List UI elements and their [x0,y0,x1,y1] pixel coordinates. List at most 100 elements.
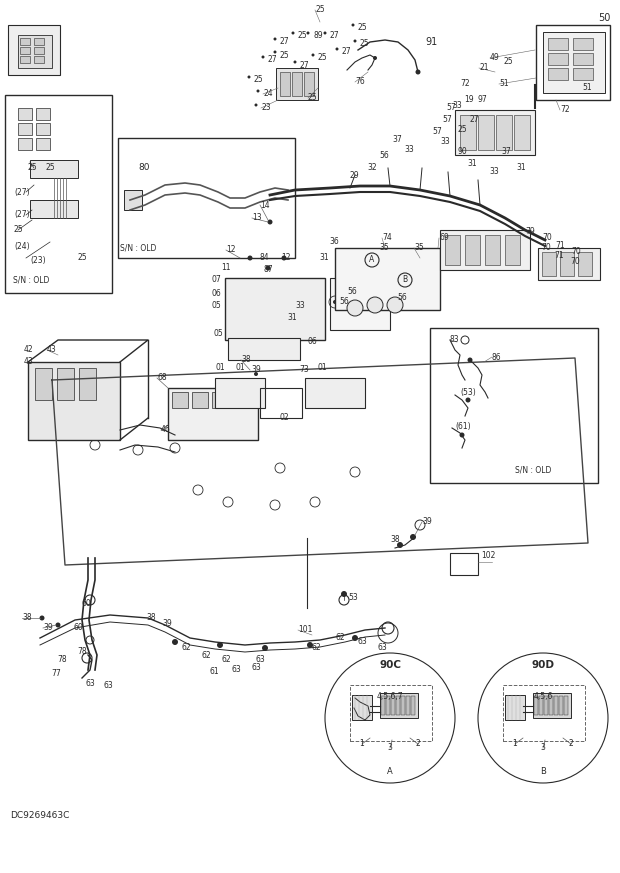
Circle shape [397,542,403,548]
Text: 87: 87 [263,265,273,274]
Bar [18,123,32,135]
Text: 62: 62 [311,643,321,652]
Text: 90D: 90D [531,660,554,670]
Circle shape [333,300,337,304]
Circle shape [311,53,314,57]
Bar [352,695,372,720]
Circle shape [262,645,268,651]
Text: 72: 72 [560,106,570,114]
Text: 12: 12 [226,245,236,255]
Text: 33: 33 [489,168,498,176]
Text: 78: 78 [77,647,87,656]
Circle shape [254,104,257,107]
Text: 32: 32 [367,163,376,173]
Text: (53): (53) [460,388,476,397]
Text: 27: 27 [330,31,340,40]
Circle shape [354,296,358,300]
Text: 01: 01 [317,362,327,372]
Circle shape [254,372,258,376]
Bar [533,693,571,718]
Text: 12: 12 [281,253,291,263]
Text: 06: 06 [212,288,222,298]
Text: 27: 27 [300,60,309,70]
Text: 70: 70 [571,248,581,257]
Bar [455,110,535,155]
Bar [411,696,415,715]
Text: 25: 25 [504,58,513,66]
Text: 62: 62 [336,634,345,643]
Text: 71: 71 [555,242,565,251]
Text: 29: 29 [349,170,358,180]
Bar [36,138,50,150]
Text: 24: 24 [263,90,273,99]
Text: 1: 1 [513,739,517,748]
Text: 25: 25 [315,5,325,15]
Bar [276,68,318,100]
Bar [554,696,558,715]
Circle shape [291,31,294,35]
Circle shape [415,70,420,74]
Text: 25: 25 [308,93,317,102]
Circle shape [324,31,327,35]
Text: (23): (23) [30,257,46,265]
Bar [465,235,480,265]
Bar [430,328,598,483]
Bar [20,56,30,63]
Bar [534,696,538,715]
Text: 27: 27 [280,38,290,46]
Text: 39: 39 [43,623,53,633]
Circle shape [347,300,363,316]
Text: 25: 25 [78,253,87,263]
Text: 56: 56 [339,298,348,306]
Text: 31: 31 [516,163,526,173]
Text: 69: 69 [439,233,449,243]
Circle shape [301,93,304,97]
Text: 102: 102 [481,551,495,560]
Text: 63: 63 [251,663,261,672]
Bar [124,190,142,210]
Bar [34,56,44,63]
Bar [564,696,568,715]
Circle shape [281,256,286,260]
Text: 73: 73 [299,366,309,375]
Bar [57,368,74,400]
Circle shape [306,31,309,35]
Circle shape [467,358,472,362]
Text: 33: 33 [440,138,450,147]
Text: 01: 01 [215,362,224,372]
Text: 27: 27 [342,47,352,57]
Text: 25: 25 [46,163,56,173]
Text: 38: 38 [146,614,156,622]
Text: 89: 89 [313,31,322,40]
Text: 23: 23 [261,104,270,113]
Bar [485,235,500,265]
Bar [34,38,44,45]
Bar [543,32,605,93]
Text: 79: 79 [525,228,534,237]
Text: 07: 07 [212,276,222,285]
Text: 53: 53 [348,594,358,602]
Text: 11: 11 [221,264,231,272]
Text: 101: 101 [298,625,312,635]
Circle shape [353,39,356,43]
Text: 61: 61 [209,668,219,677]
Text: 3: 3 [541,744,546,753]
Bar [578,252,592,276]
Bar [20,38,30,45]
Text: 33: 33 [295,300,305,310]
Circle shape [257,90,260,93]
Bar [496,115,512,150]
Bar [36,123,50,135]
Text: 70: 70 [541,243,551,251]
Bar [292,72,302,96]
Text: 05: 05 [213,328,223,338]
Text: B: B [402,276,407,285]
Bar [172,392,188,408]
Text: 49: 49 [490,53,500,63]
Text: 42: 42 [24,346,33,354]
Text: DC9269463C: DC9269463C [10,810,69,820]
Text: 31: 31 [319,253,329,263]
Text: (27): (27) [14,188,30,196]
Text: 68: 68 [157,374,167,382]
Text: 70: 70 [542,232,552,242]
